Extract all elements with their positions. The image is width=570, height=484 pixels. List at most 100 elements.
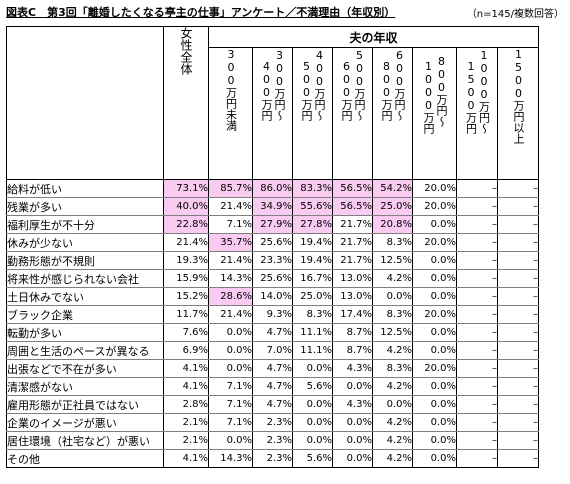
table-cell: 4.2%	[372, 269, 413, 288]
table-cell: 0.0%	[412, 287, 457, 306]
table-cell: 9.3%	[252, 305, 293, 324]
table-cell: 4.1%	[163, 449, 209, 468]
table-cell: 8.3%	[372, 359, 413, 378]
table-cell: 83.3%	[292, 179, 333, 198]
table-cell: 85.7%	[208, 179, 253, 198]
table-cell: 4.2%	[372, 377, 413, 396]
column-header-income-1: 300万円未満	[208, 47, 253, 180]
table-cell: 86.0%	[252, 179, 293, 198]
table-cell: 0.0%	[208, 323, 253, 342]
table-cell: 11.1%	[292, 323, 333, 342]
survey-table: 女性全体 夫の年収 300万円未満 300万円〜 400万円 400万円〜 500万円 5…	[6, 26, 539, 468]
table-cell: 0.0%	[332, 377, 373, 396]
table-cell: 20.0%	[412, 233, 457, 252]
table-cell: –	[497, 251, 539, 270]
table-cell: –	[456, 287, 498, 306]
table-row: 出張などで不在が多い 4.1% 0.0% 4.7% 0.0% 4.3% 8.3% 20.0% –…	[6, 359, 539, 378]
table-cell: 0.0%	[332, 413, 373, 432]
table-cell: 14.0%	[252, 287, 293, 306]
row-label: その他	[6, 449, 164, 468]
row-label: 将来性が感じられない会社	[6, 269, 164, 288]
table-cell: 0.0%	[372, 395, 413, 414]
table-cell: 2.1%	[163, 431, 209, 450]
table-cell: 21.4%	[208, 251, 253, 270]
row-label: 雇用形態が正社員ではない	[6, 395, 164, 414]
table-cell: 15.9%	[163, 269, 209, 288]
table-row: 居住環境（社宅など）が悪い 2.1% 0.0% 2.3% 0.0% 0.0% 4.2% 0.0…	[6, 431, 539, 450]
table-cell: –	[456, 215, 498, 234]
table-cell: 12.5%	[372, 323, 413, 342]
table-cell: –	[497, 323, 539, 342]
table-cell: 17.4%	[332, 305, 373, 324]
column-header-income-3: 400万円〜 500万円	[292, 47, 333, 180]
table-cell: –	[456, 233, 498, 252]
row-label: ブラック企業	[6, 305, 164, 324]
table-cell: 27.8%	[292, 215, 333, 234]
table-cell: 5.6%	[292, 449, 333, 468]
table-row: 休みが少ない 21.4% 35.7% 25.6% 19.4% 21.7% 8.3% 20.0%…	[6, 233, 539, 252]
column-header-label: 500万円〜	[353, 48, 366, 121]
table-cell: 4.2%	[372, 449, 413, 468]
table-cell: 11.7%	[163, 305, 209, 324]
table-cell: –	[456, 431, 498, 450]
table-cell: 21.7%	[332, 233, 373, 252]
row-label: 周囲と生活のペースが異なる	[6, 341, 164, 360]
table-cell: 20.0%	[412, 359, 457, 378]
table-cell: –	[456, 179, 498, 198]
column-header-income-2: 300万円〜 400万円	[252, 47, 293, 180]
row-label: 転勤が多い	[6, 323, 164, 342]
table-cell: 4.7%	[252, 377, 293, 396]
table-cell: 20.0%	[412, 179, 457, 198]
table-cell: 4.3%	[332, 359, 373, 378]
table-cell: 2.3%	[252, 449, 293, 468]
table-cell: 14.3%	[208, 269, 253, 288]
table-row: 土日休みでない 15.2% 28.6% 14.0% 25.0% 13.0% 0.0% 0.0%…	[6, 287, 539, 306]
row-label: 残業が多い	[6, 197, 164, 216]
table-cell: 34.9%	[252, 197, 293, 216]
table-cell: 0.0%	[412, 431, 457, 450]
table-cell: 0.0%	[332, 449, 373, 468]
row-label: 出張などで不在が多い	[6, 359, 164, 378]
table-cell: –	[497, 449, 539, 468]
table-cell: 22.8%	[163, 215, 209, 234]
table-row: 将来性が感じられない会社 15.9% 14.3% 25.6% 16.7% 13.0% 4.2…	[6, 269, 539, 288]
table-row: その他 4.1% 14.3% 2.3% 5.6% 0.0% 4.2% 0.0% – –	[6, 449, 539, 468]
table-cell: 0.0%	[208, 431, 253, 450]
table-cell: 8.3%	[292, 305, 333, 324]
table-cell: 25.6%	[252, 269, 293, 288]
table-cell: 27.9%	[252, 215, 293, 234]
column-header-label: 1000万円	[422, 60, 435, 134]
column-header-income-5: 600万円〜 800万円	[372, 47, 413, 180]
table-cell: 0.0%	[412, 377, 457, 396]
table-cell: 13.0%	[332, 287, 373, 306]
column-header-income-6: 800万円〜 1000万円	[412, 47, 457, 180]
table-cell: –	[497, 431, 539, 450]
table-cell: 35.7%	[208, 233, 253, 252]
table-cell: 14.3%	[208, 449, 253, 468]
table-row: 清潔感がない 4.1% 7.1% 4.7% 5.6% 0.0% 4.2% 0.0% – –	[6, 377, 539, 396]
table-cell: –	[456, 269, 498, 288]
table-cell: –	[456, 359, 498, 378]
table-row: 雇用形態が正社員ではない 2.8% 7.1% 4.7% 0.0% 4.3% 0.0% 0.0%…	[6, 395, 539, 414]
table-cell: 7.1%	[208, 395, 253, 414]
table-row: 勤務形態が不規則 19.3% 21.4% 23.3% 19.4% 21.7% 12.5% 0.…	[6, 251, 539, 270]
table-cell: 0.0%	[292, 395, 333, 414]
table-cell: 2.3%	[252, 431, 293, 450]
column-header-label: 400万円〜	[313, 48, 326, 121]
table-cell: 0.0%	[412, 395, 457, 414]
row-label: 清潔感がない	[6, 377, 164, 396]
table-row: 福利厚生が不十分 22.8% 7.1% 27.9% 27.8% 21.7% 20.8% 0.0…	[6, 215, 539, 234]
table-cell: 25.0%	[372, 197, 413, 216]
row-label: 給料が低い	[6, 179, 164, 198]
table-cell: 8.7%	[332, 323, 373, 342]
table-cell: –	[497, 413, 539, 432]
table-cell: 20.8%	[372, 215, 413, 234]
table-cell: 0.0%	[208, 359, 253, 378]
table-cell: 8.3%	[372, 233, 413, 252]
column-header-label: 800万円〜	[435, 55, 448, 127]
table-cell: 20.0%	[412, 197, 457, 216]
table-cell: 4.3%	[332, 395, 373, 414]
column-header-label: 500万円	[300, 60, 313, 121]
table-cell: –	[456, 305, 498, 324]
table-cell: 19.3%	[163, 251, 209, 270]
